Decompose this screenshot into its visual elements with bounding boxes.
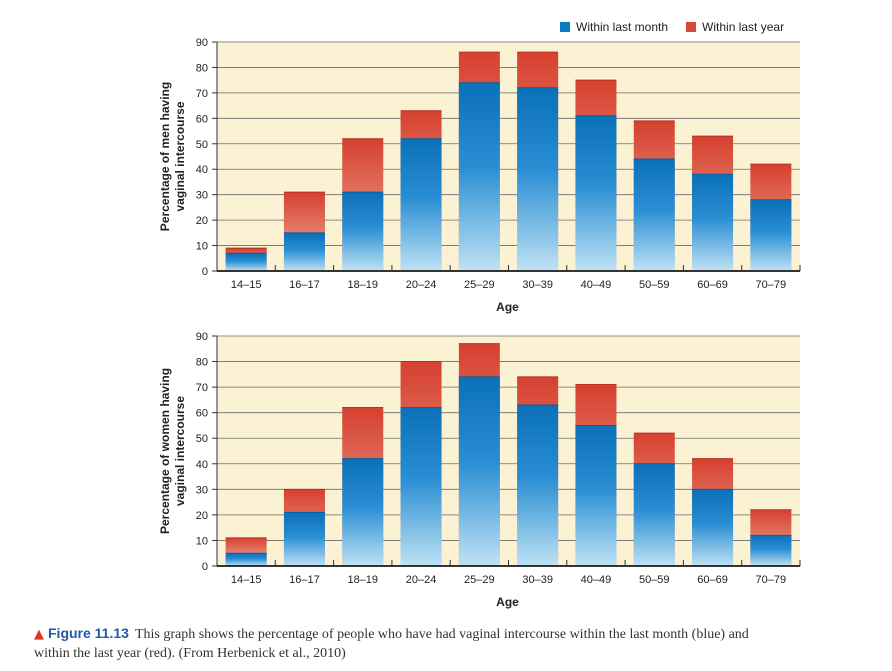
bar-month-18–19 bbox=[342, 192, 384, 271]
y-tick-label: 80 bbox=[196, 62, 208, 74]
bar-month-16–17 bbox=[283, 512, 325, 566]
x-tick-label: 60–69 bbox=[697, 279, 728, 291]
figure-caption: ▲ Figure 11.13 This graph shows the percen… bbox=[34, 624, 754, 663]
bar-month-60–69 bbox=[692, 489, 734, 566]
y-tick-label: 50 bbox=[196, 139, 208, 151]
x-tick-label: 18–19 bbox=[347, 574, 378, 586]
legend-swatch-year bbox=[686, 22, 697, 32]
y-tick-label: 50 bbox=[196, 433, 208, 445]
bar-month-70–79 bbox=[750, 535, 792, 566]
legend-item-year: Within last year bbox=[686, 20, 784, 34]
bar-month-14–15 bbox=[225, 553, 267, 566]
bar-month-70–79 bbox=[750, 199, 792, 271]
x-tick-label: 18–19 bbox=[347, 279, 378, 291]
y-tick-label: 40 bbox=[196, 164, 208, 176]
chart-men: 0 10 20 30 40 50 60 70 80 90 14–15 16–17 18–19 20–24 2… bbox=[158, 37, 801, 314]
y-axis-title: Percentage of women havingvaginal interc… bbox=[158, 368, 187, 534]
x-tick-label: 70–79 bbox=[756, 279, 787, 291]
y-axis-title-line-2: vaginal intercourse bbox=[173, 101, 187, 211]
bar-month-14–15 bbox=[225, 253, 267, 271]
x-axis-title: Age bbox=[496, 595, 519, 609]
y-tick-label: 10 bbox=[196, 241, 208, 253]
y-tick-label: 0 bbox=[202, 266, 208, 278]
x-tick-label: 40–49 bbox=[581, 279, 612, 291]
bar-month-50–59 bbox=[633, 463, 675, 566]
legend-label-month: Within last month bbox=[576, 20, 669, 34]
y-tick-label: 60 bbox=[196, 113, 208, 125]
x-tick-label: 20–24 bbox=[406, 279, 437, 291]
y-axis-title: Percentage of men havingvaginal intercou… bbox=[158, 82, 187, 231]
triangle-marker-icon: ▲ bbox=[34, 627, 44, 642]
y-tick-label: 80 bbox=[196, 357, 208, 369]
bar-month-40–49 bbox=[575, 425, 617, 566]
y-tick-label: 40 bbox=[196, 459, 208, 471]
x-axis-title: Age bbox=[496, 300, 519, 314]
y-tick-label: 20 bbox=[196, 215, 208, 227]
legend-swatch-month bbox=[560, 22, 570, 32]
figure-label: Figure 11.13 bbox=[48, 625, 129, 641]
bar-month-20–24 bbox=[400, 138, 442, 271]
x-tick-label: 16–17 bbox=[289, 279, 320, 291]
y-tick-label: 0 bbox=[202, 561, 208, 573]
charts-canvas: 0 10 20 30 40 50 60 70 80 90 14–15 16–17 18–19 20–24 2… bbox=[158, 37, 801, 609]
y-tick-label: 30 bbox=[196, 484, 208, 496]
bar-month-25–29 bbox=[458, 82, 500, 271]
bar-month-50–59 bbox=[633, 159, 675, 271]
y-tick-label: 90 bbox=[196, 331, 208, 343]
x-tick-label: 14–15 bbox=[231, 279, 262, 291]
y-tick-label: 60 bbox=[196, 408, 208, 420]
y-tick-label: 20 bbox=[196, 510, 208, 522]
x-tick-label: 16–17 bbox=[289, 574, 320, 586]
x-tick-label: 50–59 bbox=[639, 574, 670, 586]
y-axis-title-line-1: Percentage of men having bbox=[158, 82, 172, 231]
y-axis-title-line-2: vaginal intercourse bbox=[173, 396, 187, 506]
y-tick-label: 70 bbox=[196, 88, 208, 100]
bar-month-20–24 bbox=[400, 407, 442, 566]
x-tick-label: 60–69 bbox=[697, 574, 728, 586]
y-tick-label: 30 bbox=[196, 190, 208, 202]
bar-month-18–19 bbox=[342, 458, 384, 566]
y-axis-title-line-1: Percentage of women having bbox=[158, 368, 172, 534]
bar-month-40–49 bbox=[575, 115, 617, 272]
x-tick-label: 20–24 bbox=[406, 574, 437, 586]
legend-item-month: Within last month bbox=[560, 20, 668, 34]
bar-month-30–39 bbox=[517, 405, 559, 566]
legend: Within last month Within last year bbox=[560, 20, 784, 34]
x-tick-label: 30–39 bbox=[522, 574, 553, 586]
bar-month-30–39 bbox=[517, 87, 559, 271]
x-tick-label: 30–39 bbox=[522, 279, 553, 291]
y-tick-label: 90 bbox=[196, 37, 208, 49]
chart-women: 0 10 20 30 40 50 60 70 80 90 14–15 16–17 18–19 20–24 2… bbox=[158, 331, 801, 609]
x-tick-label: 25–29 bbox=[464, 574, 495, 586]
x-tick-label: 40–49 bbox=[581, 574, 612, 586]
caption-text: This graph shows the percentage of peopl… bbox=[34, 627, 749, 661]
bar-month-25–29 bbox=[458, 376, 500, 566]
x-tick-label: 14–15 bbox=[231, 574, 262, 586]
bar-month-16–17 bbox=[283, 232, 325, 271]
x-tick-label: 70–79 bbox=[756, 574, 787, 586]
bar-month-60–69 bbox=[692, 174, 734, 271]
x-tick-label: 25–29 bbox=[464, 279, 495, 291]
legend-label-year: Within last year bbox=[702, 20, 785, 34]
y-tick-label: 70 bbox=[196, 382, 208, 394]
x-tick-label: 50–59 bbox=[639, 279, 670, 291]
y-tick-label: 10 bbox=[196, 535, 208, 547]
